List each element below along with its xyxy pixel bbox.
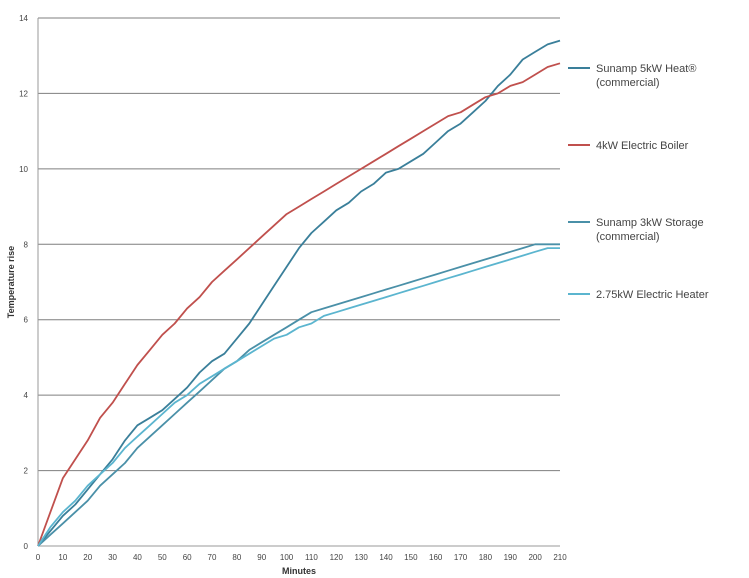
x-tick-label: 140 — [379, 553, 393, 562]
legend-label-3: Sunamp 3kW Storage (commercial) — [596, 217, 704, 243]
x-tick-label: 70 — [208, 553, 217, 562]
x-tick-label: 0 — [36, 553, 41, 562]
y-axis-title: Temperature rise — [6, 246, 16, 318]
x-tick-labels: 0 10 20 30 40 50 60 70 80 90 100 110 120 130 140 150 160… — [36, 553, 567, 562]
series-line-2 — [37, 62, 561, 547]
series-lines — [37, 39, 561, 547]
y-tick-label: 2 — [24, 467, 29, 476]
legend-label-2: 4kW Electric Boiler — [596, 140, 689, 152]
x-tick-label: 80 — [232, 553, 241, 562]
x-tick-label: 30 — [108, 553, 117, 562]
y-tick-label: 8 — [24, 240, 29, 249]
x-tick-label: 180 — [479, 553, 493, 562]
x-tick-label: 210 — [553, 553, 567, 562]
x-tick-label: 110 — [305, 553, 318, 562]
x-axis-title: Minutes — [282, 566, 316, 576]
gridlines — [38, 17, 560, 472]
x-tick-label: 10 — [58, 553, 67, 562]
y-tick-label: 6 — [24, 316, 29, 325]
x-tick-label: 60 — [183, 553, 192, 562]
series-line-1 — [37, 39, 561, 547]
y-tick-label: 12 — [19, 89, 28, 98]
x-tick-label: 160 — [429, 553, 443, 562]
x-tick-label: 90 — [257, 553, 266, 562]
y-tick-label: 0 — [24, 542, 29, 551]
x-tick-label: 120 — [330, 553, 344, 562]
x-tick-label: 170 — [454, 553, 468, 562]
y-tick-labels: 0 2 4 6 8 10 12 14 — [19, 14, 28, 551]
series-line-3 — [37, 243, 560, 547]
x-tick-label: 130 — [354, 553, 368, 562]
y-tick-label: 4 — [24, 391, 29, 400]
x-tick-label: 100 — [280, 553, 294, 562]
x-tick-label: 40 — [133, 553, 142, 562]
x-tick-label: 200 — [528, 553, 542, 562]
y-tick-label: 14 — [19, 14, 28, 23]
legend: Sunamp 5kW Heat® (commercial) 4kW Electric… — [568, 63, 709, 301]
legend-label-1: Sunamp 5kW Heat® (commercial) — [596, 63, 696, 89]
legend-label-4: 2.75kW Electric Heater — [596, 289, 709, 301]
x-tick-label: 50 — [158, 553, 167, 562]
x-tick-label: 190 — [504, 553, 518, 562]
x-tick-label: 20 — [83, 553, 92, 562]
x-tick-label: 150 — [404, 553, 418, 562]
series-line-4 — [37, 247, 560, 547]
y-tick-label: 10 — [19, 165, 28, 174]
